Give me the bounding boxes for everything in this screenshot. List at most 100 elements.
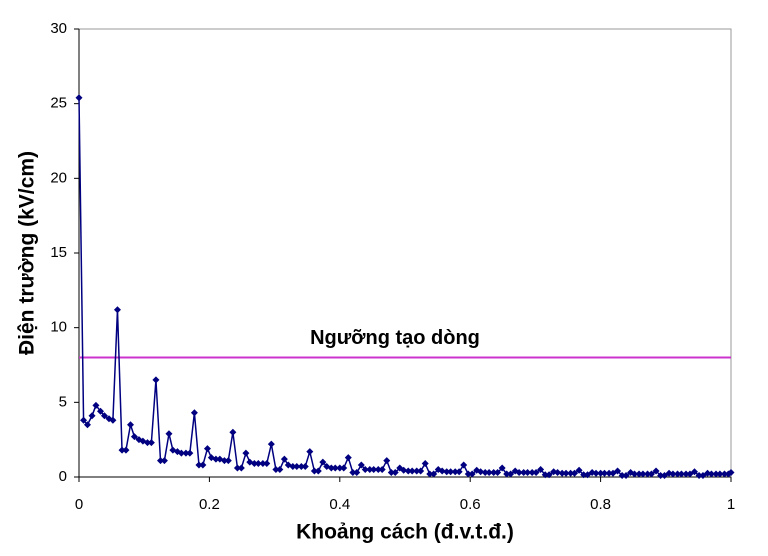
x-tick-label: 0 <box>75 496 83 513</box>
data-marker <box>597 469 605 477</box>
data-marker <box>455 468 463 476</box>
data-marker <box>690 468 698 476</box>
x-tick-label: 1 <box>727 496 735 513</box>
data-marker <box>567 469 575 477</box>
data-marker <box>297 463 305 471</box>
data-marker <box>712 470 720 478</box>
data-marker <box>306 448 314 456</box>
data-marker <box>199 461 207 469</box>
data-marker <box>528 469 536 477</box>
data-marker <box>186 449 194 457</box>
plot-frame <box>78 28 732 478</box>
data-marker <box>494 469 502 477</box>
data-marker <box>370 466 378 474</box>
data-marker <box>647 470 655 478</box>
data-marker <box>421 460 429 468</box>
data-marker <box>652 467 660 475</box>
x-tick-label: 0.4 <box>329 496 350 513</box>
data-marker <box>143 439 151 447</box>
data-marker <box>580 471 588 479</box>
data-marker <box>267 440 275 448</box>
data-marker <box>237 464 245 472</box>
data-marker <box>639 470 647 478</box>
data-marker <box>601 469 609 477</box>
y-tick-label: 25 <box>50 95 67 112</box>
y-tick-label: 5 <box>59 393 67 410</box>
data-marker <box>366 466 374 474</box>
data-marker <box>177 449 185 457</box>
data-marker <box>259 460 267 468</box>
data-marker <box>618 472 626 480</box>
data-marker <box>695 472 703 480</box>
data-marker <box>575 466 583 474</box>
data-marker <box>669 470 677 478</box>
data-marker <box>707 470 715 478</box>
data-marker <box>280 455 288 463</box>
data-marker <box>190 409 198 417</box>
data-marker <box>426 470 434 478</box>
data-marker <box>503 470 511 478</box>
x-tick-label: 0.6 <box>460 496 481 513</box>
data-marker <box>319 458 327 466</box>
data-marker <box>276 466 284 474</box>
data-marker <box>674 470 682 478</box>
y-tick-label: 10 <box>50 319 67 336</box>
data-marker <box>310 467 318 475</box>
data-marker <box>182 449 190 457</box>
data-marker <box>331 464 339 472</box>
data-marker <box>336 464 344 472</box>
data-marker <box>520 469 528 477</box>
data-marker <box>113 306 121 314</box>
data-marker <box>443 468 451 476</box>
data-marker <box>314 467 322 475</box>
data-marker <box>541 471 549 479</box>
data-marker <box>558 469 566 477</box>
data-marker <box>447 468 455 476</box>
data-marker <box>97 407 105 415</box>
data-marker <box>147 439 155 447</box>
data-marker <box>485 469 493 477</box>
y-axis-title: Điện trường (kV/cm) <box>16 151 39 355</box>
data-marker <box>80 416 88 424</box>
data-marker <box>83 421 91 429</box>
data-marker <box>413 467 421 475</box>
data-marker <box>344 454 352 462</box>
data-marker <box>289 463 297 471</box>
data-marker <box>378 466 386 474</box>
data-marker <box>635 470 643 478</box>
data-marker <box>203 445 211 453</box>
data-marker <box>451 468 459 476</box>
data-marker <box>212 455 220 463</box>
data-marker <box>460 461 468 469</box>
data-marker <box>716 470 724 478</box>
data-marker <box>545 471 553 479</box>
data-marker <box>293 463 301 471</box>
data-marker <box>127 421 135 429</box>
data-marker <box>490 469 498 477</box>
data-marker <box>481 469 489 477</box>
data-marker <box>327 464 335 472</box>
data-marker <box>242 449 250 457</box>
data-marker <box>554 469 562 477</box>
data-marker <box>430 470 438 478</box>
data-marker <box>157 457 164 465</box>
data-marker <box>301 463 309 471</box>
data-marker <box>224 457 232 465</box>
data-marker <box>263 460 271 468</box>
data-marker <box>438 467 446 475</box>
data-marker <box>122 446 130 454</box>
data-marker <box>477 468 485 476</box>
data-marker <box>468 470 476 478</box>
x-tick-label: 0.2 <box>199 496 220 513</box>
data-marker <box>562 469 570 477</box>
data-marker <box>417 467 425 475</box>
data-line <box>78 97 732 477</box>
y-tick-label: 20 <box>50 169 67 186</box>
data-marker <box>720 470 728 478</box>
data-marker <box>532 469 540 477</box>
data-marker <box>464 470 472 478</box>
data-marker <box>152 376 160 384</box>
data-marker <box>92 401 100 409</box>
data-marker <box>408 467 416 475</box>
